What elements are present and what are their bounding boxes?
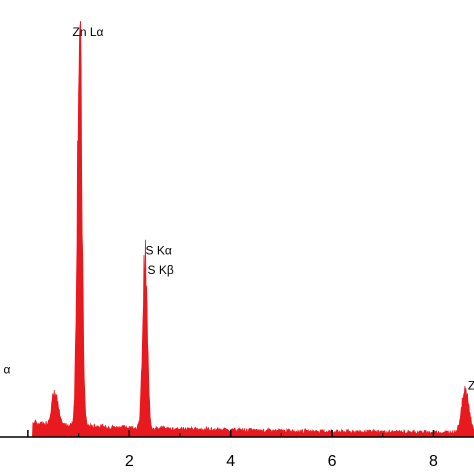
peak-label-1: Zn Lα	[72, 25, 103, 39]
peak-label-2: S Kα	[145, 243, 171, 257]
peak-label-3: S Kβ	[148, 263, 174, 277]
x-tick-label-1: 2	[125, 453, 134, 470]
x-tick-label-2: 4	[226, 453, 235, 470]
peak-label-0: α	[4, 362, 11, 376]
x-tick-label-3: 6	[328, 453, 337, 470]
x-tick-label-4: 8	[429, 453, 438, 470]
peak-label-4: Zn K	[468, 378, 474, 392]
spectrum-area	[0, 20, 474, 438]
